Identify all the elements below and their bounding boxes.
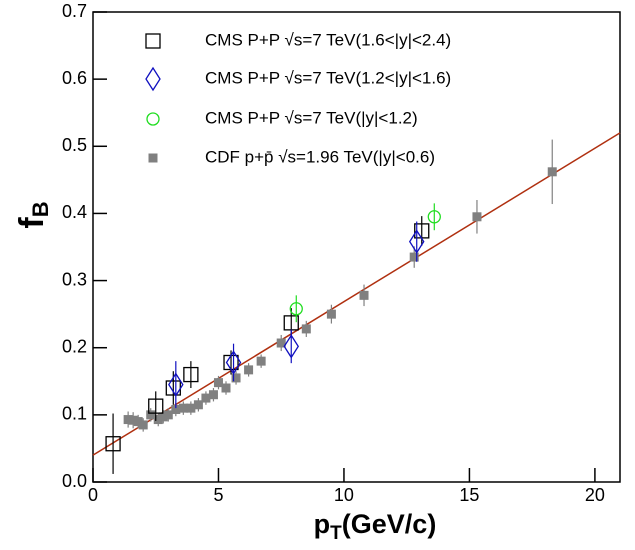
marker — [276, 338, 286, 348]
y-tick-label: 0.4 — [62, 202, 87, 222]
legend-label: CMS P+P √s=7 TeV(1.2<|y|<1.6) — [205, 68, 451, 87]
y-label-sub: B — [28, 201, 53, 217]
legend-label: CMS P+P √s=7 TeV(1.6<|y|<2.4) — [205, 30, 451, 49]
marker — [244, 365, 254, 375]
y-label-main: f — [13, 217, 51, 229]
legend-marker — [148, 153, 158, 163]
x-tick-label: 0 — [88, 485, 98, 505]
marker — [148, 398, 164, 414]
marker — [153, 415, 163, 425]
x-tick-label: 15 — [459, 485, 479, 505]
marker — [256, 356, 266, 366]
marker — [547, 167, 557, 177]
y-tick-label: 0.7 — [62, 1, 87, 21]
x-label-suffix: (GeV/c) — [342, 509, 437, 539]
y-tick-label: 0.2 — [62, 336, 87, 356]
marker — [427, 210, 441, 224]
marker — [289, 302, 303, 316]
marker — [163, 410, 173, 420]
x-label-main: p — [314, 509, 331, 539]
marker — [178, 403, 188, 413]
marker — [408, 229, 425, 254]
marker — [146, 410, 156, 420]
fit-line — [92, 132, 621, 456]
marker — [171, 404, 181, 414]
y-tick-label: 0.0 — [62, 471, 87, 491]
marker — [213, 378, 223, 388]
marker — [472, 212, 482, 222]
y-axis-label: fB — [13, 201, 53, 228]
marker — [158, 412, 168, 422]
marker — [409, 252, 419, 262]
marker — [128, 415, 138, 425]
marker — [201, 393, 211, 403]
x-tick-label: 10 — [334, 485, 354, 505]
y-tick-label: 0.6 — [62, 68, 87, 88]
marker — [231, 373, 241, 383]
marker — [225, 350, 242, 375]
x-tick-label: 20 — [585, 485, 605, 505]
legend-marker — [145, 33, 161, 49]
x-label-sub: T — [330, 523, 342, 544]
x-axis-label: pT(GeV/c) — [314, 509, 437, 544]
marker — [301, 324, 311, 334]
marker — [221, 383, 231, 393]
marker — [208, 390, 218, 400]
legend-label: CMS P+P √s=7 TeV(|y|<1.2) — [205, 108, 418, 127]
marker — [168, 372, 184, 397]
marker — [283, 334, 300, 359]
marker — [186, 403, 196, 413]
y-tick-label: 0.5 — [62, 135, 87, 155]
plot-frame — [92, 11, 621, 483]
y-tick-label: 0.1 — [62, 404, 87, 424]
y-tick-label: 0.3 — [62, 269, 87, 289]
marker — [326, 309, 336, 319]
marker — [133, 417, 143, 427]
x-tick-label: 5 — [213, 485, 223, 505]
marker — [138, 420, 148, 430]
legend-marker — [145, 66, 161, 92]
legend-label: CDF p+p̄ √s=1.96 TeV(|y|<0.6) — [205, 147, 435, 166]
marker — [123, 415, 133, 425]
marker — [105, 436, 121, 452]
marker — [183, 366, 199, 383]
marker — [193, 400, 203, 410]
legend-marker — [146, 112, 160, 126]
marker — [359, 290, 369, 300]
